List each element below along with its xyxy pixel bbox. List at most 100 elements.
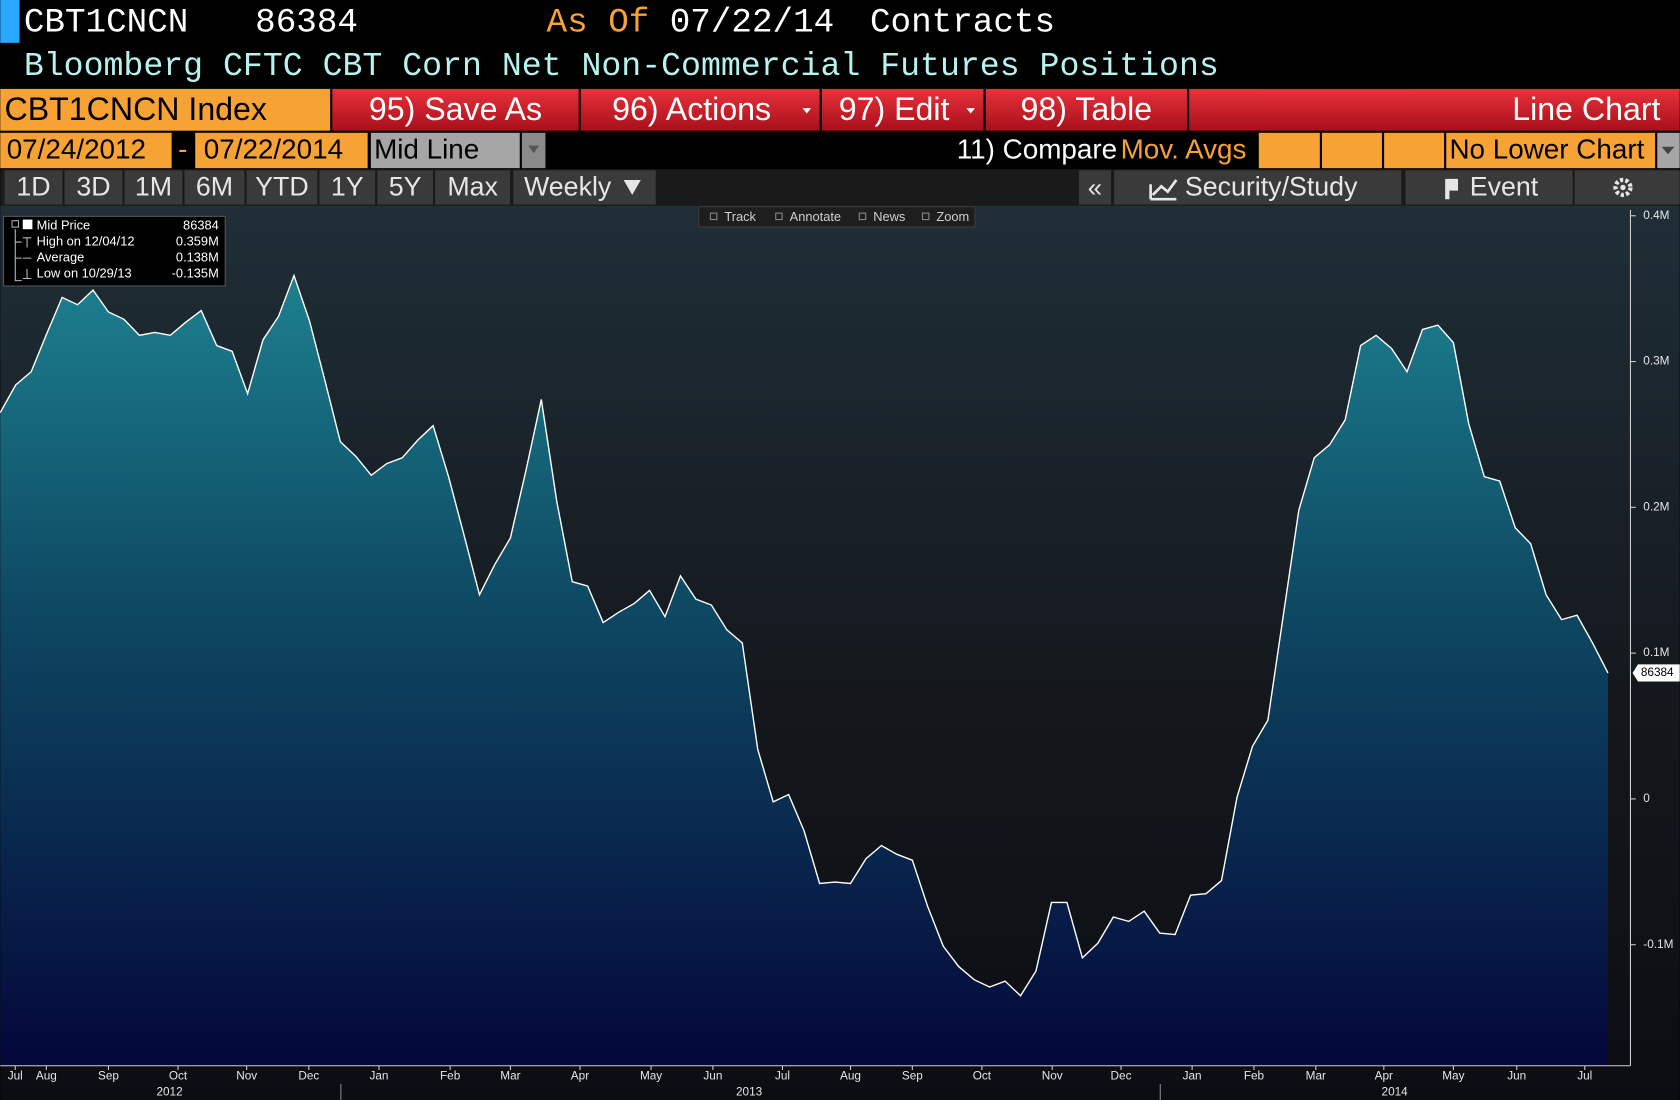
period-button[interactable] (319, 170, 376, 205)
settings-icon (1613, 177, 1633, 198)
y-tick-label: 0.3M (1643, 355, 1669, 368)
ticker: CBT1CNCN (24, 4, 189, 43)
period-button[interactable] (377, 170, 433, 205)
lower-chart-box[interactable] (1446, 132, 1656, 169)
lower-chart[interactable]: No Lower Chart (1449, 133, 1644, 164)
mode[interactable]: Mid Line (374, 133, 479, 164)
x-tick-label: Apr (571, 1070, 589, 1083)
mode-box[interactable] (370, 132, 520, 169)
period-label[interactable]: 6M (196, 172, 233, 202)
last-value-label: 86384 (1641, 666, 1674, 679)
dropdown-arrow (966, 108, 975, 114)
start-date[interactable]: 07/24/2012 (7, 133, 146, 164)
period-button[interactable] (435, 170, 511, 205)
event-icon (1445, 178, 1459, 200)
collapse[interactable]: « (1088, 174, 1102, 202)
period-label[interactable]: 1M (135, 172, 172, 202)
chart-type[interactable]: Line Chart (1512, 91, 1660, 127)
period-label[interactable]: YTD (255, 172, 309, 202)
tool-icon (921, 212, 930, 221)
legend-value: 86384 (183, 217, 219, 232)
security-study[interactable]: Security/Study (1185, 172, 1358, 202)
x-tick-label: Jun (703, 1070, 722, 1083)
x-tick-label: Jul (775, 1070, 790, 1083)
legend-label: Average (37, 250, 85, 265)
legend: Mid Price 86384 High on 12/04/12 0.359M Aver… (37, 217, 219, 280)
x-tick-label: Aug (840, 1070, 861, 1083)
period-button[interactable] (124, 170, 183, 205)
toolbar-button[interactable]: 96) Actions (612, 91, 771, 127)
period-button[interactable] (64, 170, 123, 205)
toolbar-button[interactable]: 98) Table (1021, 91, 1153, 127)
frequency[interactable]: Weekly (524, 172, 612, 202)
mov-avg-slot[interactable] (1321, 132, 1382, 169)
chart-tools (698, 206, 976, 228)
legend-value: -0.135M (172, 266, 219, 281)
dropdown-arrow (623, 179, 641, 195)
period-button[interactable] (184, 170, 245, 205)
x-tick-label: Aug (36, 1070, 57, 1083)
x-tick-label: Mar (1306, 1070, 1326, 1083)
dropdown-arrow (1661, 146, 1675, 155)
x-tick-label: Jul (1577, 1070, 1592, 1083)
tool-icon (858, 212, 867, 221)
security-box[interactable] (0, 88, 331, 131)
x-tick-label: Feb (1244, 1070, 1265, 1083)
x-tick-label: Jan (370, 1070, 389, 1083)
period-label[interactable]: 5Y (389, 172, 422, 202)
button-bar (332, 88, 1680, 131)
start-box[interactable] (0, 132, 172, 169)
x-tick-label: Dec (1111, 1070, 1132, 1083)
x-tick-label: Nov (236, 1070, 257, 1083)
legend-icons (14, 229, 32, 282)
x-tick-label: Dec (298, 1070, 319, 1083)
security[interactable]: CBT1CNCN Index (5, 91, 267, 127)
toolbar-button[interactable]: 95) Save As (369, 91, 542, 127)
period-button[interactable] (246, 170, 318, 205)
mov-avg-slot[interactable] (1258, 132, 1320, 169)
range-separator: - (178, 133, 187, 164)
period-label[interactable]: 1Y (331, 172, 364, 202)
settings-button[interactable] (1574, 170, 1680, 205)
period-label[interactable]: 1D (16, 172, 50, 202)
mov-avg-slot[interactable] (1384, 132, 1445, 169)
event-button[interactable] (1405, 170, 1573, 205)
legend-toggle[interactable] (11, 220, 20, 228)
area (0, 275, 1608, 1066)
header-marker (0, 0, 20, 43)
chart-tool[interactable]: Track (724, 209, 756, 224)
x-tick-label: Sep (902, 1070, 923, 1083)
chart-tool[interactable]: Zoom (936, 209, 969, 224)
chart-tool[interactable]: Annotate (790, 209, 841, 224)
y-tick-label: 0.1M (1643, 646, 1669, 659)
year-label: 2013 (736, 1086, 763, 1099)
period-label[interactable]: Max (447, 172, 498, 202)
header-bg (0, 0, 1680, 88)
security-title: Bloomberg CFTC CBT Corn Net Non-Commerci… (24, 47, 1219, 85)
plot: -0.1M 0 0.1M 0.2M 0.3M 0.4M 86384 Jul Aug Sep Oct N… (0, 209, 1680, 1100)
event[interactable]: Event (1470, 172, 1539, 202)
legend-label: High on 12/04/12 (37, 233, 135, 248)
x-tick-label: Oct (169, 1070, 188, 1083)
y-tick-label: 0.2M (1643, 500, 1669, 513)
chart-tool[interactable]: News (873, 209, 905, 224)
collapse-button[interactable] (1078, 170, 1111, 205)
period-label[interactable]: 3D (76, 172, 110, 202)
legend-label: Low on 10/29/13 (37, 266, 132, 281)
x-tick-label: May (1442, 1070, 1464, 1083)
settings-icon (1620, 184, 1626, 191)
legend-value: 0.359M (176, 233, 219, 248)
tool-icon (709, 212, 718, 221)
toolbar-button[interactable]: 97) Edit (839, 91, 950, 127)
period-group: 1D 3D 1M 6M YTD 1Y 5Y Max (4, 170, 511, 205)
end-box[interactable] (195, 132, 368, 169)
x-tick-label: Sep (98, 1070, 119, 1083)
period-button[interactable] (4, 170, 63, 205)
compare[interactable]: 11) Compare (957, 133, 1117, 164)
end-date[interactable]: 07/22/2014 (204, 133, 343, 164)
x-tick-label: Jul (8, 1070, 23, 1083)
line (0, 273, 1609, 997)
mov-avgs[interactable]: Mov. Avgs (1121, 133, 1247, 164)
price: 86384 (255, 4, 358, 43)
year-label: 2014 (1382, 1086, 1409, 1099)
